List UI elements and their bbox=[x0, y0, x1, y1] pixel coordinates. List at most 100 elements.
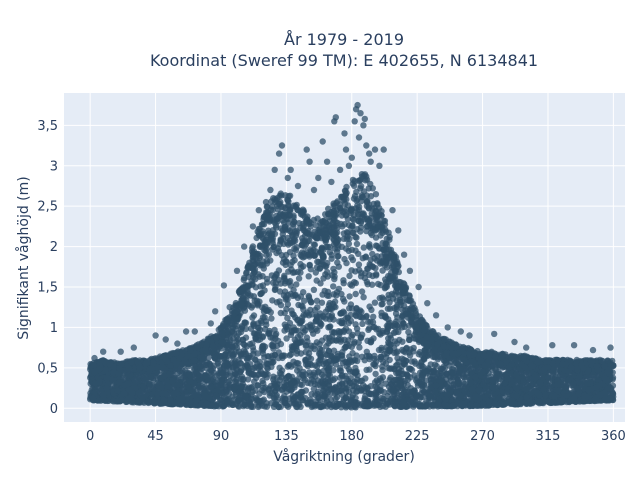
data-point bbox=[536, 379, 544, 386]
data-point bbox=[281, 321, 288, 328]
data-point bbox=[241, 401, 248, 409]
data-point bbox=[283, 305, 290, 313]
data-point bbox=[439, 372, 446, 379]
data-point bbox=[342, 372, 349, 380]
data-point bbox=[363, 278, 371, 286]
data-point bbox=[351, 403, 358, 410]
data-point bbox=[264, 353, 271, 360]
data-point bbox=[328, 386, 336, 393]
data-point bbox=[379, 403, 387, 410]
data-point bbox=[371, 361, 378, 368]
data-point bbox=[404, 381, 411, 389]
data-point bbox=[334, 253, 341, 260]
data-point bbox=[372, 370, 379, 378]
data-point bbox=[235, 389, 243, 396]
data-point bbox=[392, 362, 399, 370]
data-point bbox=[330, 283, 337, 290]
data-point bbox=[368, 306, 375, 314]
data-point bbox=[391, 305, 398, 312]
data-point bbox=[319, 377, 326, 384]
data-point bbox=[269, 297, 276, 304]
data-point bbox=[164, 383, 171, 390]
data-point bbox=[505, 395, 513, 403]
data-point bbox=[345, 240, 353, 247]
data-point bbox=[268, 400, 275, 407]
data-point bbox=[351, 369, 358, 376]
data-point bbox=[382, 380, 389, 387]
data-point bbox=[294, 391, 301, 398]
data-point bbox=[373, 396, 381, 403]
data-point bbox=[312, 306, 319, 314]
data-point bbox=[386, 233, 393, 241]
data-point bbox=[264, 371, 271, 378]
data-point bbox=[366, 402, 373, 410]
data-point bbox=[243, 343, 251, 350]
data-point bbox=[358, 288, 366, 295]
data-point bbox=[330, 316, 337, 323]
data-point bbox=[304, 309, 311, 316]
data-point bbox=[439, 365, 446, 373]
data-point bbox=[298, 381, 306, 389]
data-point bbox=[338, 290, 345, 298]
data-point bbox=[271, 274, 278, 282]
data-point bbox=[346, 357, 354, 364]
data-point bbox=[353, 325, 361, 332]
data-point bbox=[233, 382, 240, 390]
data-point bbox=[374, 280, 382, 288]
data-point bbox=[272, 332, 279, 339]
data-point bbox=[386, 299, 393, 306]
data-point bbox=[345, 247, 352, 255]
data-point bbox=[326, 299, 333, 307]
data-point bbox=[410, 403, 417, 410]
data-point bbox=[294, 376, 301, 383]
data-point bbox=[229, 353, 236, 361]
data-point bbox=[407, 374, 414, 381]
data-point bbox=[295, 275, 303, 282]
data-point bbox=[346, 272, 353, 280]
data-point bbox=[209, 376, 217, 383]
data-point bbox=[254, 371, 262, 378]
data-point bbox=[244, 385, 252, 393]
data-point bbox=[480, 381, 487, 388]
data-point bbox=[330, 376, 337, 384]
data-point bbox=[345, 328, 353, 335]
data-point bbox=[300, 329, 307, 336]
data-point bbox=[160, 396, 168, 404]
data-point bbox=[520, 378, 528, 386]
data-point bbox=[313, 297, 321, 304]
data-point bbox=[358, 314, 365, 321]
data-point bbox=[326, 323, 333, 331]
data-point bbox=[301, 376, 309, 384]
data-point bbox=[291, 381, 299, 389]
data-point bbox=[370, 313, 377, 320]
data-point bbox=[426, 393, 434, 400]
data-point bbox=[286, 352, 293, 359]
data-point bbox=[352, 247, 359, 254]
data-point bbox=[356, 344, 363, 351]
data-point bbox=[330, 291, 337, 298]
data-point bbox=[391, 349, 398, 357]
data-point bbox=[353, 379, 360, 386]
data-point bbox=[270, 376, 277, 383]
data-point bbox=[348, 343, 355, 351]
data-point bbox=[322, 271, 329, 278]
data-point bbox=[371, 389, 379, 397]
data-point bbox=[300, 289, 307, 296]
data-point bbox=[426, 373, 434, 380]
data-point bbox=[261, 287, 268, 294]
data-point bbox=[450, 369, 457, 376]
data-point bbox=[399, 346, 406, 354]
data-point bbox=[297, 350, 305, 357]
data-point bbox=[203, 365, 211, 372]
data-point bbox=[343, 259, 350, 267]
data-point bbox=[379, 267, 386, 274]
data-point bbox=[255, 382, 262, 389]
data-point bbox=[341, 298, 348, 305]
data-point bbox=[213, 392, 220, 400]
data-point bbox=[222, 351, 229, 358]
data-point bbox=[562, 383, 570, 390]
data-point bbox=[334, 259, 341, 266]
data-point bbox=[253, 363, 260, 370]
data-point bbox=[283, 382, 290, 389]
data-point bbox=[373, 377, 380, 384]
